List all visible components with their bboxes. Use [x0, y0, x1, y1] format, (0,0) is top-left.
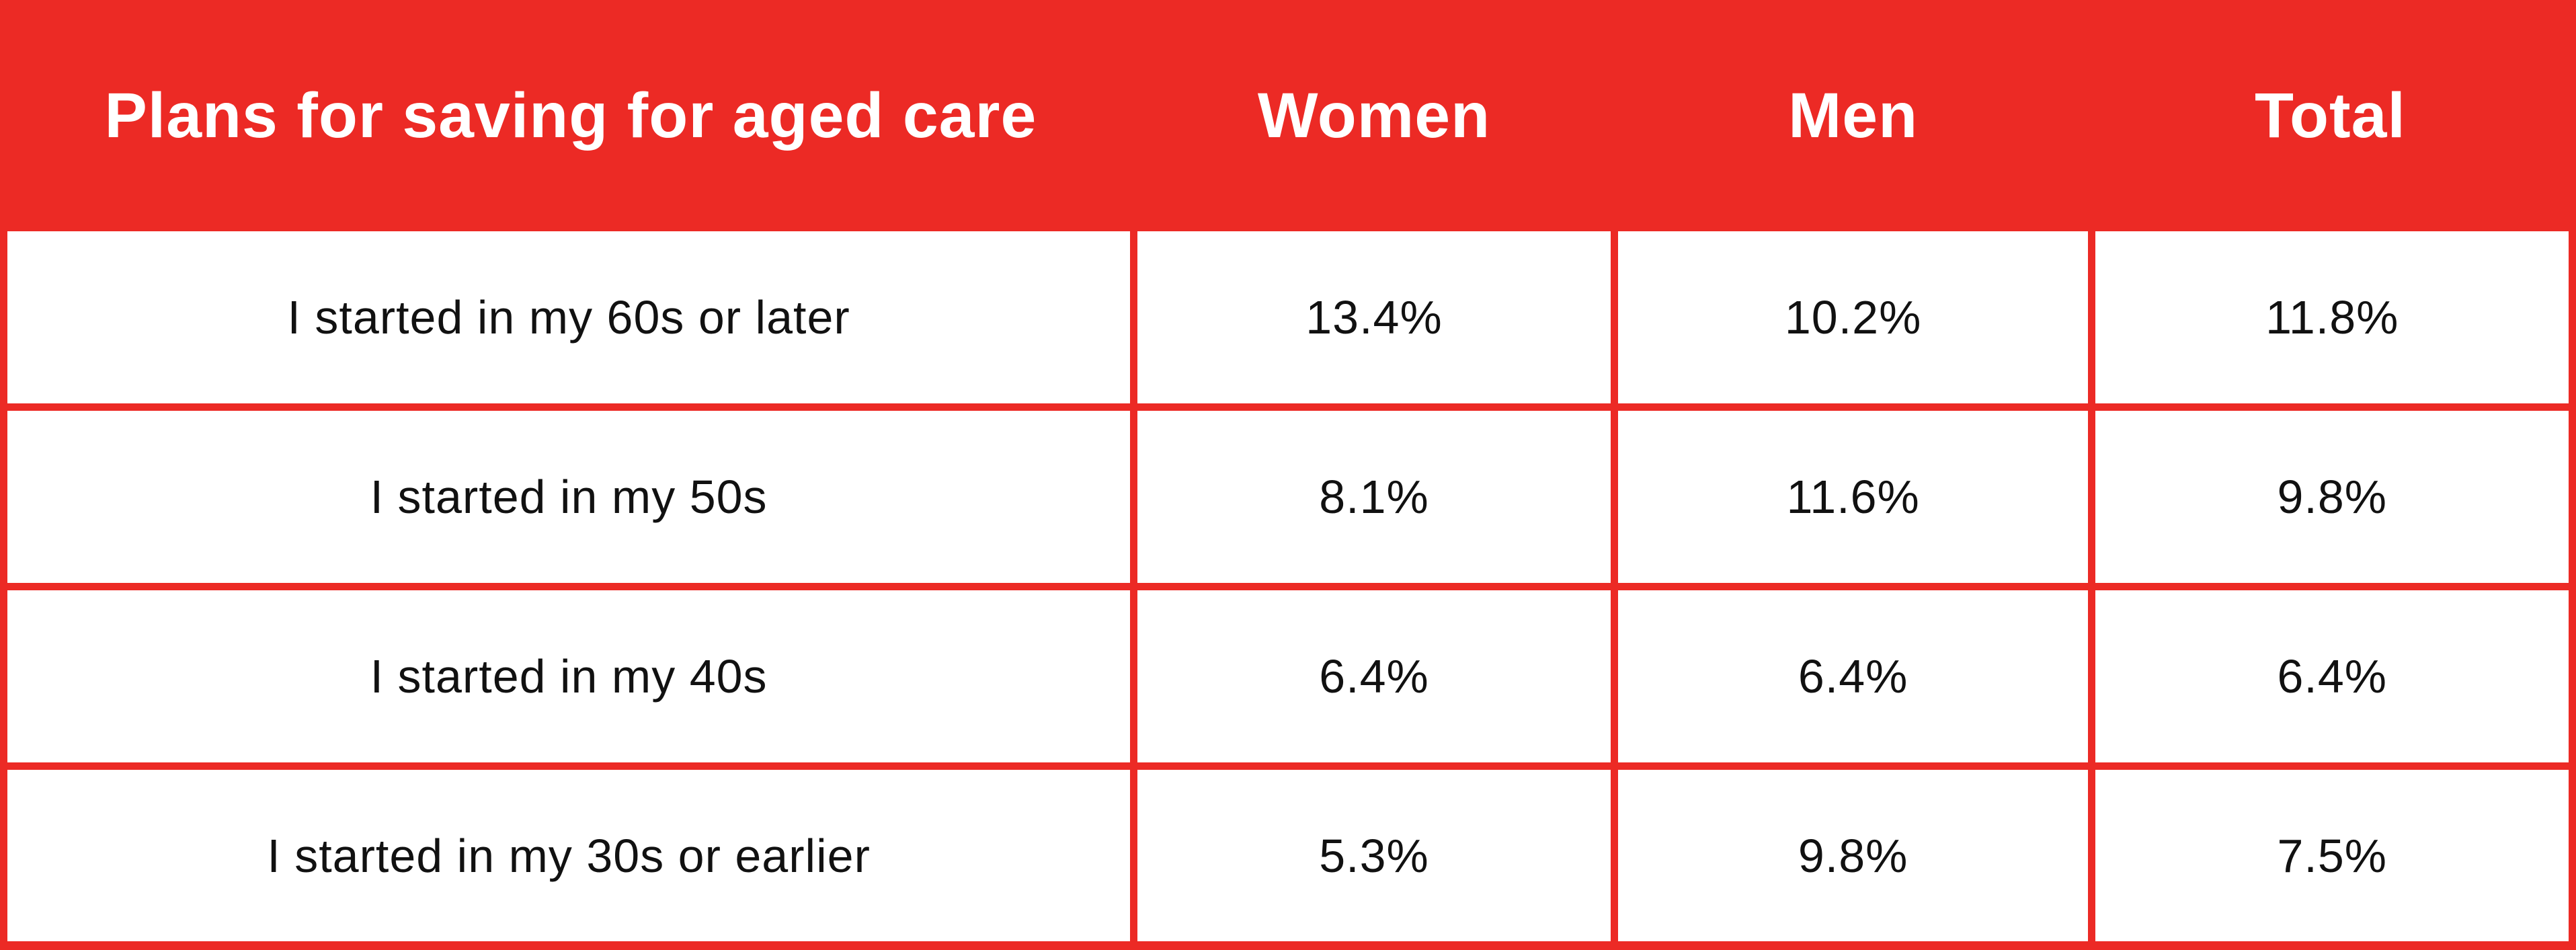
column-header-men: Men: [1614, 3, 2092, 228]
table-row: I started in my 50s 8.1% 11.6% 9.8%: [0, 403, 2576, 590]
column-header-women: Women: [1133, 3, 1615, 228]
row-label: I started in my 60s or later: [0, 224, 1138, 411]
cell-total: 6.4%: [2088, 583, 2576, 770]
cell-men: 6.4%: [1610, 583, 2096, 770]
table-header-row: Plans for saving for aged care Women Men…: [3, 3, 2573, 228]
cell-total: 7.5%: [2088, 762, 2576, 949]
cell-men: 10.2%: [1610, 224, 2096, 411]
cell-total: 9.8%: [2088, 403, 2576, 590]
table-row: I started in my 30s or earlier 5.3% 9.8%…: [0, 762, 2576, 949]
row-label: I started in my 30s or earlier: [0, 762, 1138, 949]
cell-men: 11.6%: [1610, 403, 2096, 590]
column-header-total: Total: [2091, 3, 2573, 228]
cell-women: 8.1%: [1130, 403, 1618, 590]
table-row: I started in my 60s or later 13.4% 10.2%…: [0, 224, 2576, 411]
cell-women: 13.4%: [1130, 224, 1618, 411]
table-row: I started in my 40s 6.4% 6.4% 6.4%: [0, 583, 2576, 770]
row-label: I started in my 50s: [0, 403, 1138, 590]
cell-total: 11.8%: [2088, 224, 2576, 411]
cell-women: 6.4%: [1130, 583, 1618, 770]
cell-men: 9.8%: [1610, 762, 2096, 949]
cell-women: 5.3%: [1130, 762, 1618, 949]
table-title-header: Plans for saving for aged care: [3, 3, 1134, 228]
row-label: I started in my 40s: [0, 583, 1138, 770]
